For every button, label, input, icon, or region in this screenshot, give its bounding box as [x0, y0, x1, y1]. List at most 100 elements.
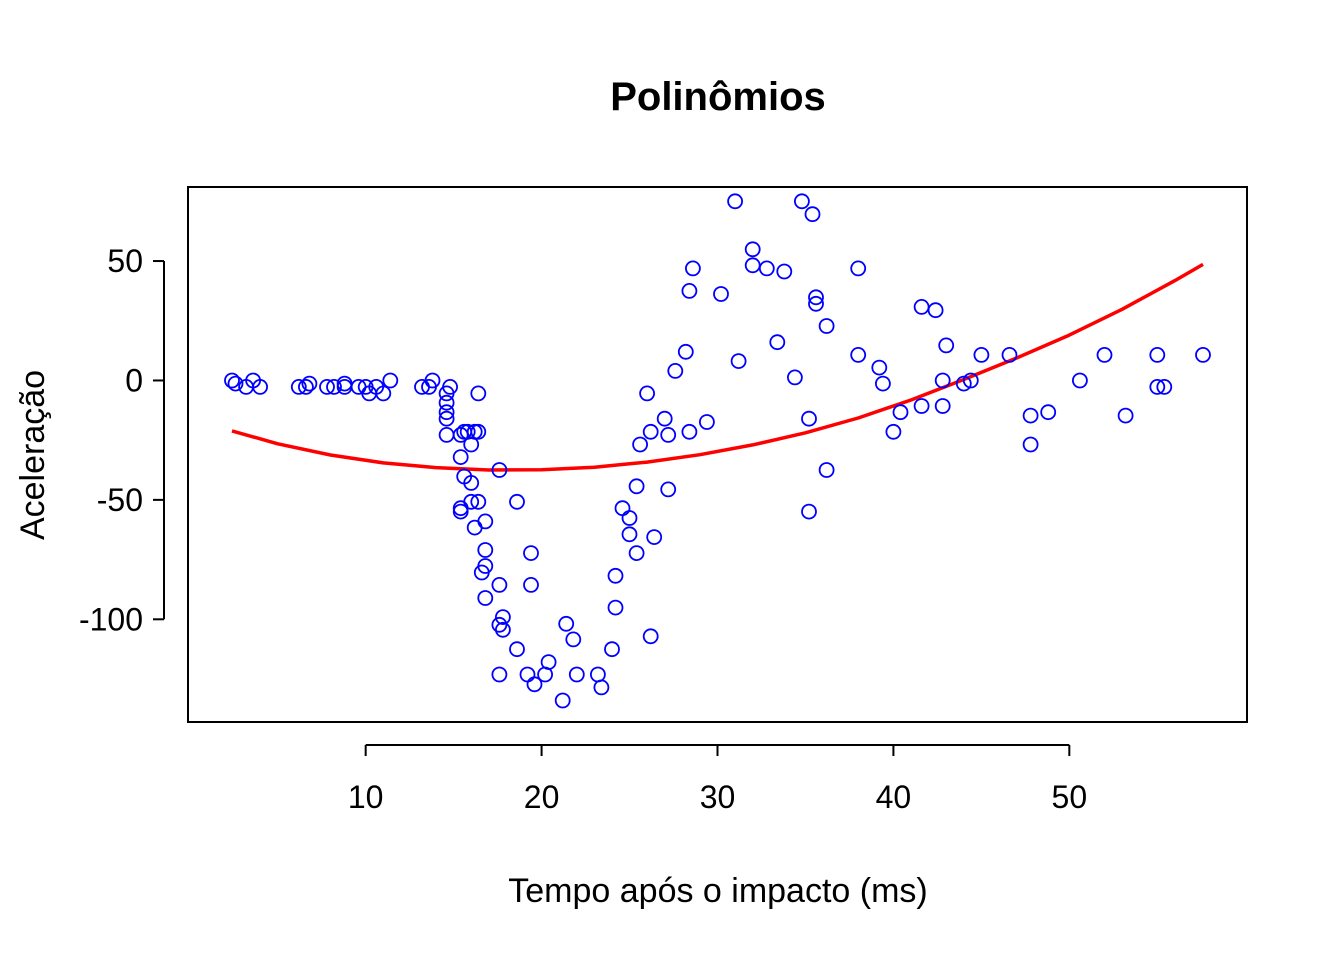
data-point: [526, 676, 543, 693]
data-point: [523, 545, 539, 561]
data-point: [628, 478, 645, 495]
x-tick-label: 10: [348, 779, 384, 815]
data-point: [955, 375, 972, 392]
chart-title: Polinômios: [610, 75, 826, 119]
data-point: [519, 666, 536, 683]
data-point: [892, 404, 909, 421]
data-point: [477, 513, 494, 530]
data-point: [973, 346, 990, 363]
data-point: [565, 631, 582, 648]
data-point: [463, 436, 480, 453]
data-point: [801, 410, 817, 427]
y-axis-label: Aceleração: [14, 370, 52, 540]
data-point: [1096, 346, 1113, 363]
data-point: [621, 526, 638, 543]
fit-curve-layer: [231, 262, 1204, 472]
data-point: [1040, 404, 1057, 421]
data-point: [744, 241, 761, 258]
data-point: [466, 519, 483, 536]
data-point: [509, 641, 525, 658]
data-point: [607, 567, 624, 584]
data-point: [646, 529, 663, 545]
data-point: [590, 666, 606, 683]
data-point: [639, 385, 655, 402]
data-point: [913, 398, 930, 414]
data-point: [787, 369, 803, 386]
data-point: [438, 426, 455, 443]
data-point: [660, 426, 677, 443]
points-layer: [224, 193, 1211, 709]
y-axis: -100 -50 0 50: [79, 243, 165, 637]
data-point: [438, 404, 455, 421]
data-point: [913, 298, 930, 315]
data-point: [962, 372, 979, 389]
data-point: [452, 449, 469, 466]
data-point: [319, 378, 335, 395]
data-point: [808, 289, 824, 306]
data-point: [491, 666, 508, 683]
data-point: [491, 616, 508, 633]
data-point: [607, 599, 624, 616]
fit-curve: [231, 262, 1204, 472]
data-point: [713, 286, 729, 302]
data-point: [818, 318, 835, 334]
data-point: [604, 641, 620, 658]
data-point: [523, 577, 539, 593]
data-point: [776, 263, 793, 280]
data-point: [875, 375, 891, 392]
data-point: [477, 542, 494, 558]
data-point: [593, 679, 610, 696]
data-point: [452, 503, 469, 520]
data-point: [758, 260, 775, 277]
data-point: [336, 378, 353, 395]
data-point: [477, 558, 494, 574]
data-point: [554, 692, 571, 709]
data-point: [452, 500, 469, 517]
data-point: [1022, 436, 1039, 453]
data-point: [463, 493, 480, 510]
data-point: [927, 302, 944, 319]
data-point: [1001, 346, 1018, 363]
y-tick-label: -50: [97, 482, 143, 518]
x-tick-label: 20: [524, 779, 560, 815]
data-point: [558, 615, 575, 632]
data-point: [438, 410, 455, 427]
data-point: [656, 410, 673, 427]
data-point: [938, 337, 955, 354]
data-point: [540, 654, 557, 670]
data-point: [438, 394, 455, 411]
data-point: [297, 378, 314, 395]
data-point: [677, 343, 694, 360]
data-point: [470, 385, 487, 402]
data-point: [227, 375, 244, 392]
data-point: [424, 372, 441, 389]
y-tick-label: 50: [107, 243, 143, 279]
data-point: [1022, 407, 1039, 424]
data-point: [642, 423, 659, 440]
data-point: [804, 206, 821, 223]
data-point: [667, 362, 684, 379]
data-point: [1149, 378, 1166, 395]
data-point: [727, 193, 743, 210]
data-point: [224, 372, 240, 389]
data-point: [326, 378, 342, 395]
data-point: [681, 423, 698, 440]
data-point: [442, 378, 459, 395]
x-axis-label: Tempo após o impacto (ms): [508, 872, 928, 910]
y-tick-label: -100: [79, 601, 143, 637]
data-point: [1117, 407, 1134, 424]
data-point: [491, 462, 508, 478]
data-point: [463, 474, 480, 491]
data-point: [934, 372, 951, 389]
data-point: [642, 628, 659, 645]
data-point: [744, 257, 761, 274]
data-point: [1149, 346, 1166, 363]
data-point: [730, 353, 747, 370]
y-tick-label: 0: [125, 362, 143, 398]
data-point: [382, 372, 399, 389]
x-tick-label: 50: [1052, 779, 1088, 815]
data-point: [871, 359, 888, 376]
data-point: [628, 545, 645, 561]
data-point: [801, 503, 817, 520]
data-point: [301, 375, 318, 392]
